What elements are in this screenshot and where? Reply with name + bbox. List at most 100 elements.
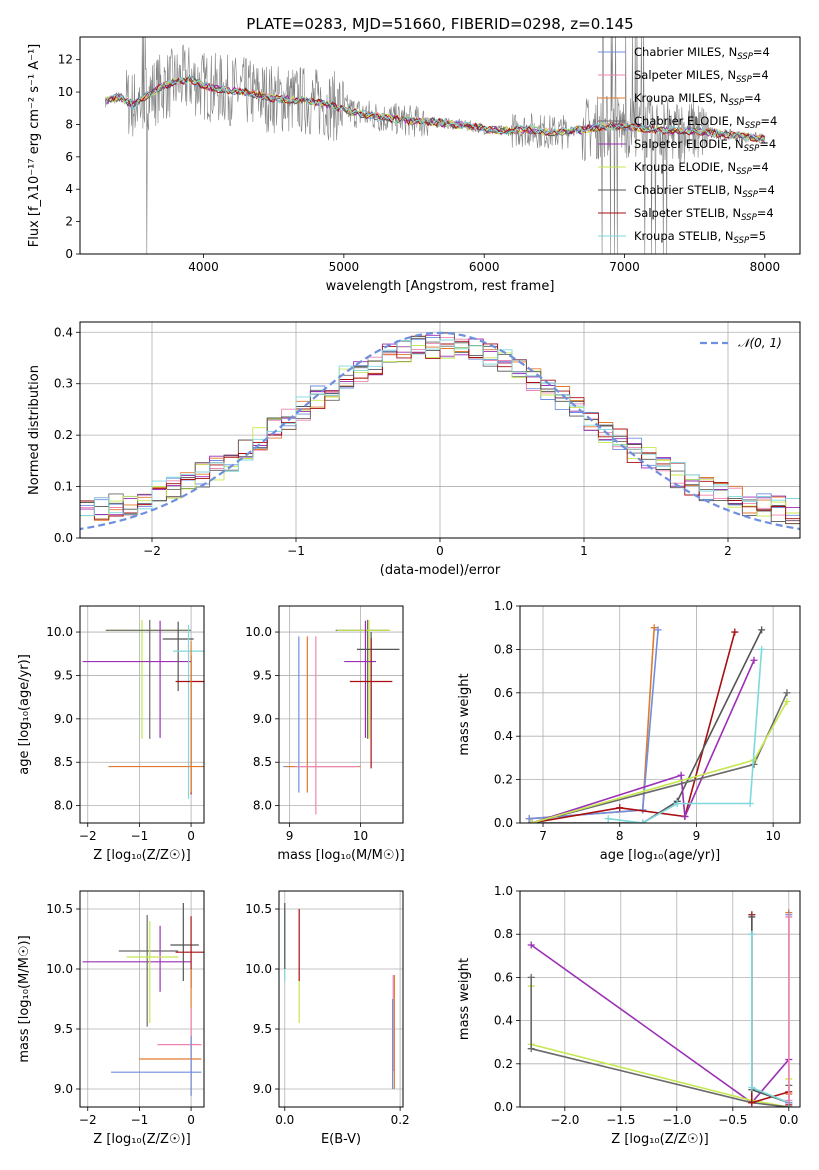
point-marker xyxy=(748,913,756,921)
errorbar-chabrier-miles xyxy=(283,636,356,793)
chart-weight-vs-age: 7 8 9 10 0.0 0.2 0.4 0.6 0.8 1.0 age [log₁₀(age/yr… xyxy=(457,599,801,863)
legend: 𝒩(0, 1) xyxy=(700,336,782,350)
series-salpeter-stelib xyxy=(751,914,790,1105)
legend-nssp: =4 xyxy=(744,91,761,105)
y-tick-label: 9.5 xyxy=(253,668,272,682)
errorbar-salpeter-miles xyxy=(294,636,359,815)
y-tick-label: 9.0 xyxy=(253,1082,272,1096)
model-fit-chabrier-stelib xyxy=(104,74,766,143)
x-tick-label: 7000 xyxy=(609,260,640,274)
y-axis-label: mass weight xyxy=(457,673,472,755)
y-tick-label: 10.0 xyxy=(46,625,73,639)
x-tick-label: −1 xyxy=(131,1113,149,1127)
axes-frame xyxy=(278,890,404,1108)
x-tick-label: −1.0 xyxy=(662,1113,691,1127)
x-axis-label: Z [log₁₀(Z/Z☉)] xyxy=(93,848,190,863)
point-marker xyxy=(758,645,766,653)
x-tick-label: 6000 xyxy=(469,260,500,274)
y-tick-label: 0.0 xyxy=(494,1100,513,1114)
plot-area-spectrum xyxy=(104,37,766,254)
y-axis-label: age [log₁₀(age/yr)] xyxy=(17,654,32,775)
point-marker xyxy=(650,624,658,632)
x-tick-label: −1.5 xyxy=(606,1113,635,1127)
x-tick-label: −2 xyxy=(79,1113,97,1127)
errorbar-kroupa-miles xyxy=(108,640,204,793)
legend-subscript: SSP xyxy=(736,75,752,85)
point-marker xyxy=(616,804,624,812)
errorbar-chabrier-elodie xyxy=(118,915,179,1027)
axes-frame xyxy=(278,605,404,824)
plot-area-weight-vs-Z xyxy=(527,909,793,1107)
y-tick-label: 0.0 xyxy=(54,531,73,545)
x-tick-label: 5000 xyxy=(329,260,360,274)
y-tick-label: 0.2 xyxy=(54,428,73,442)
y-tick-label: 0.0 xyxy=(494,816,513,830)
point-marker xyxy=(604,815,612,823)
y-tick-label: 8.5 xyxy=(253,755,272,769)
plot-area-residuals xyxy=(80,331,800,531)
x-tick-label: 0 xyxy=(187,829,195,843)
legend-nssp: =5 xyxy=(749,229,766,243)
point-marker xyxy=(525,815,533,823)
legend-subscript: SSP xyxy=(729,98,745,108)
y-tick-label: 0.4 xyxy=(54,325,73,339)
errorbar-kroupa-elodie xyxy=(337,619,391,739)
normal-curve xyxy=(80,331,800,531)
axes-frame xyxy=(79,890,205,1108)
y-tick-label: 6 xyxy=(65,150,73,164)
x-tick-label: −0.5 xyxy=(718,1113,747,1127)
point-marker xyxy=(731,628,739,636)
series-kroupa-elodie xyxy=(531,701,788,823)
series-salpeter-elodie xyxy=(530,944,790,1104)
x-tick-label: −1 xyxy=(287,544,305,558)
series-kroupa-elodie xyxy=(530,986,790,1107)
figure-title: PLATE=0283, MJD=51660, FIBERID=0298, z=0… xyxy=(246,15,633,33)
errorbar-chabrier-elodie xyxy=(335,619,389,739)
legend-nssp: =4 xyxy=(753,45,770,59)
y-tick-label: 0.2 xyxy=(494,1057,513,1071)
x-tick-label: 0.0 xyxy=(779,1113,798,1127)
point-marker xyxy=(677,771,685,779)
legend-subscript: SSP xyxy=(734,236,750,246)
x-tick-label: 1 xyxy=(580,544,588,558)
plot-area-mass-vs-EBV xyxy=(284,903,395,1089)
x-tick-label: 9 xyxy=(286,829,294,843)
y-tick-label: 9.0 xyxy=(54,1082,73,1096)
legend-label: Kroupa STELIB, N xyxy=(634,229,734,243)
x-tick-label: 0 xyxy=(436,544,444,558)
legend-subscript: SSP xyxy=(741,213,757,223)
point-marker xyxy=(748,930,756,938)
chart-weight-vs-Z: −2.0 −1.5 −1.0 −0.5 0.0 0.0 0.2 0.4 0.6 0.8 1.0 Z [… xyxy=(457,884,801,1147)
errorbar-kroupa-miles xyxy=(286,636,361,793)
y-tick-label: 8.0 xyxy=(253,799,272,813)
y-tick-label: 0.6 xyxy=(494,686,513,700)
axes-frame xyxy=(79,605,205,824)
errorbar-chabrier-elodie xyxy=(105,619,192,739)
model-fit-kroupa-stelib xyxy=(104,76,766,143)
y-tick-label: 10.5 xyxy=(245,902,272,916)
legend-subscript: SSP xyxy=(736,167,752,177)
series-chabrier-stelib xyxy=(531,629,763,823)
chart-mass-vs-EBV: 0.0 0.2 9.0 9.5 10.0 10.5 E(B-V) xyxy=(245,890,410,1147)
point-marker xyxy=(673,799,681,807)
legend-label: Kroupa ELODIE, N xyxy=(634,160,736,174)
point-marker xyxy=(527,973,535,981)
point-marker xyxy=(639,819,647,823)
errorbar-chabrier-miles xyxy=(111,1036,202,1097)
x-tick-label: 2 xyxy=(724,544,732,558)
y-tick-label: 0.8 xyxy=(494,642,513,656)
x-tick-label: 0.0 xyxy=(275,1113,294,1127)
chart-residuals: −2 −1 0 1 2 0.0 0.1 0.2 0.3 0.4 (data-model)/error… xyxy=(27,321,801,578)
series-salpeter-stelib xyxy=(531,631,736,823)
y-tick-label: 1.0 xyxy=(494,884,513,898)
x-tick-label: −2.0 xyxy=(550,1113,579,1127)
y-tick-label: 2 xyxy=(65,215,73,229)
y-tick-label: 8 xyxy=(65,117,73,131)
legend-subscript: SSP xyxy=(737,52,753,62)
y-tick-label: 9.0 xyxy=(253,712,272,726)
errorbar-salpeter-stelib xyxy=(349,638,393,769)
y-tick-label: 0.2 xyxy=(494,773,513,787)
y-tick-label: 0.1 xyxy=(54,480,73,494)
point-marker xyxy=(758,626,766,634)
